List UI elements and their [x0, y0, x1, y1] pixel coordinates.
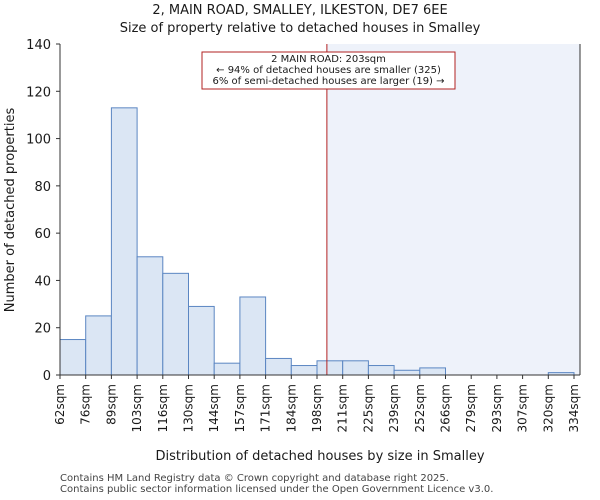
- y-tick-label: 120: [26, 85, 51, 100]
- x-ticks: 62sqm 76sqm 89sqm 103sqm 116sqm 130sqm 144sqm 1…: [53, 375, 581, 432]
- y-axis-label: Number of detached properties: [3, 108, 18, 313]
- chart-title: 2, MAIN ROAD, SMALLEY, ILKESTON, DE7 6EE: [152, 3, 447, 18]
- x-tick-label: 144sqm: [207, 384, 221, 432]
- bars-group: [59, 107, 575, 376]
- x-tick-label: 266sqm: [439, 384, 453, 432]
- x-tick-label: 76sqm: [79, 384, 93, 425]
- bar-211sqm: [342, 360, 369, 376]
- x-tick-label: 293sqm: [490, 384, 504, 432]
- bar-225sqm: [367, 365, 395, 376]
- x-tick-label: 130sqm: [182, 384, 196, 432]
- annotation-box: 2 MAIN ROAD: 203sqm ← 94% of detached ho…: [201, 51, 456, 90]
- x-axis-label: Distribution of detached houses by size …: [155, 449, 484, 464]
- x-tick-label: 89sqm: [104, 384, 118, 425]
- chart-subtitle: Size of property relative to detached ho…: [120, 21, 481, 36]
- y-tick-label: 100: [26, 133, 51, 148]
- x-tick-label: 320sqm: [541, 384, 555, 432]
- bar-116sqm: [162, 272, 190, 376]
- bar-130sqm: [188, 305, 215, 376]
- annotation-line-1: 2 MAIN ROAD: 203sqm: [271, 54, 386, 65]
- x-tick-label: 211sqm: [336, 384, 350, 432]
- bar-198sqm: [316, 360, 344, 376]
- y-tick-label: 140: [26, 38, 51, 53]
- larger-region-highlight: [326, 44, 580, 375]
- bar-144sqm: [213, 362, 241, 376]
- bar-252sqm: [419, 367, 446, 376]
- bar-239sqm: [393, 369, 421, 376]
- x-tick-label: 279sqm: [464, 384, 478, 432]
- bar-76sqm: [85, 315, 112, 376]
- footer-line-1: Contains HM Land Registry data © Crown c…: [60, 473, 449, 484]
- y-tick-label: 80: [34, 180, 51, 195]
- x-tick-label: 116sqm: [156, 384, 170, 432]
- x-tick-label: 239sqm: [387, 384, 401, 432]
- x-tick-label: 184sqm: [284, 384, 298, 432]
- y-tick-label: 0: [43, 369, 51, 384]
- x-tick-label: 252sqm: [413, 384, 427, 432]
- bar-103sqm: [136, 256, 164, 376]
- bar-171sqm: [265, 357, 292, 376]
- x-tick-label: 62sqm: [53, 384, 67, 425]
- bar-62sqm: [59, 339, 87, 376]
- x-tick-label: 334sqm: [567, 384, 581, 432]
- footer-line-2: Contains public sector information licen…: [60, 484, 494, 495]
- annotation-line-3: 6% of semi-detached houses are larger (1…: [212, 76, 444, 87]
- x-tick-label: 198sqm: [310, 384, 324, 432]
- y-tick-label: 20: [34, 322, 51, 337]
- annotation-frame: [201, 51, 456, 90]
- x-tick-label: 225sqm: [361, 384, 375, 432]
- bar-157sqm: [239, 296, 267, 376]
- y-tick-label: 40: [34, 274, 51, 289]
- y-ticks: 0 20 40 60 80 100 120 140: [26, 38, 60, 384]
- x-tick-label: 307sqm: [516, 384, 530, 432]
- bar-184sqm: [290, 365, 318, 376]
- x-tick-label: 171sqm: [259, 384, 273, 432]
- y-tick-label: 60: [34, 227, 51, 242]
- x-tick-label: 103sqm: [130, 384, 144, 432]
- bar-89sqm: [110, 107, 138, 376]
- annotation-line-2: ← 94% of detached houses are smaller (32…: [216, 65, 441, 76]
- x-tick-label: 157sqm: [233, 384, 247, 432]
